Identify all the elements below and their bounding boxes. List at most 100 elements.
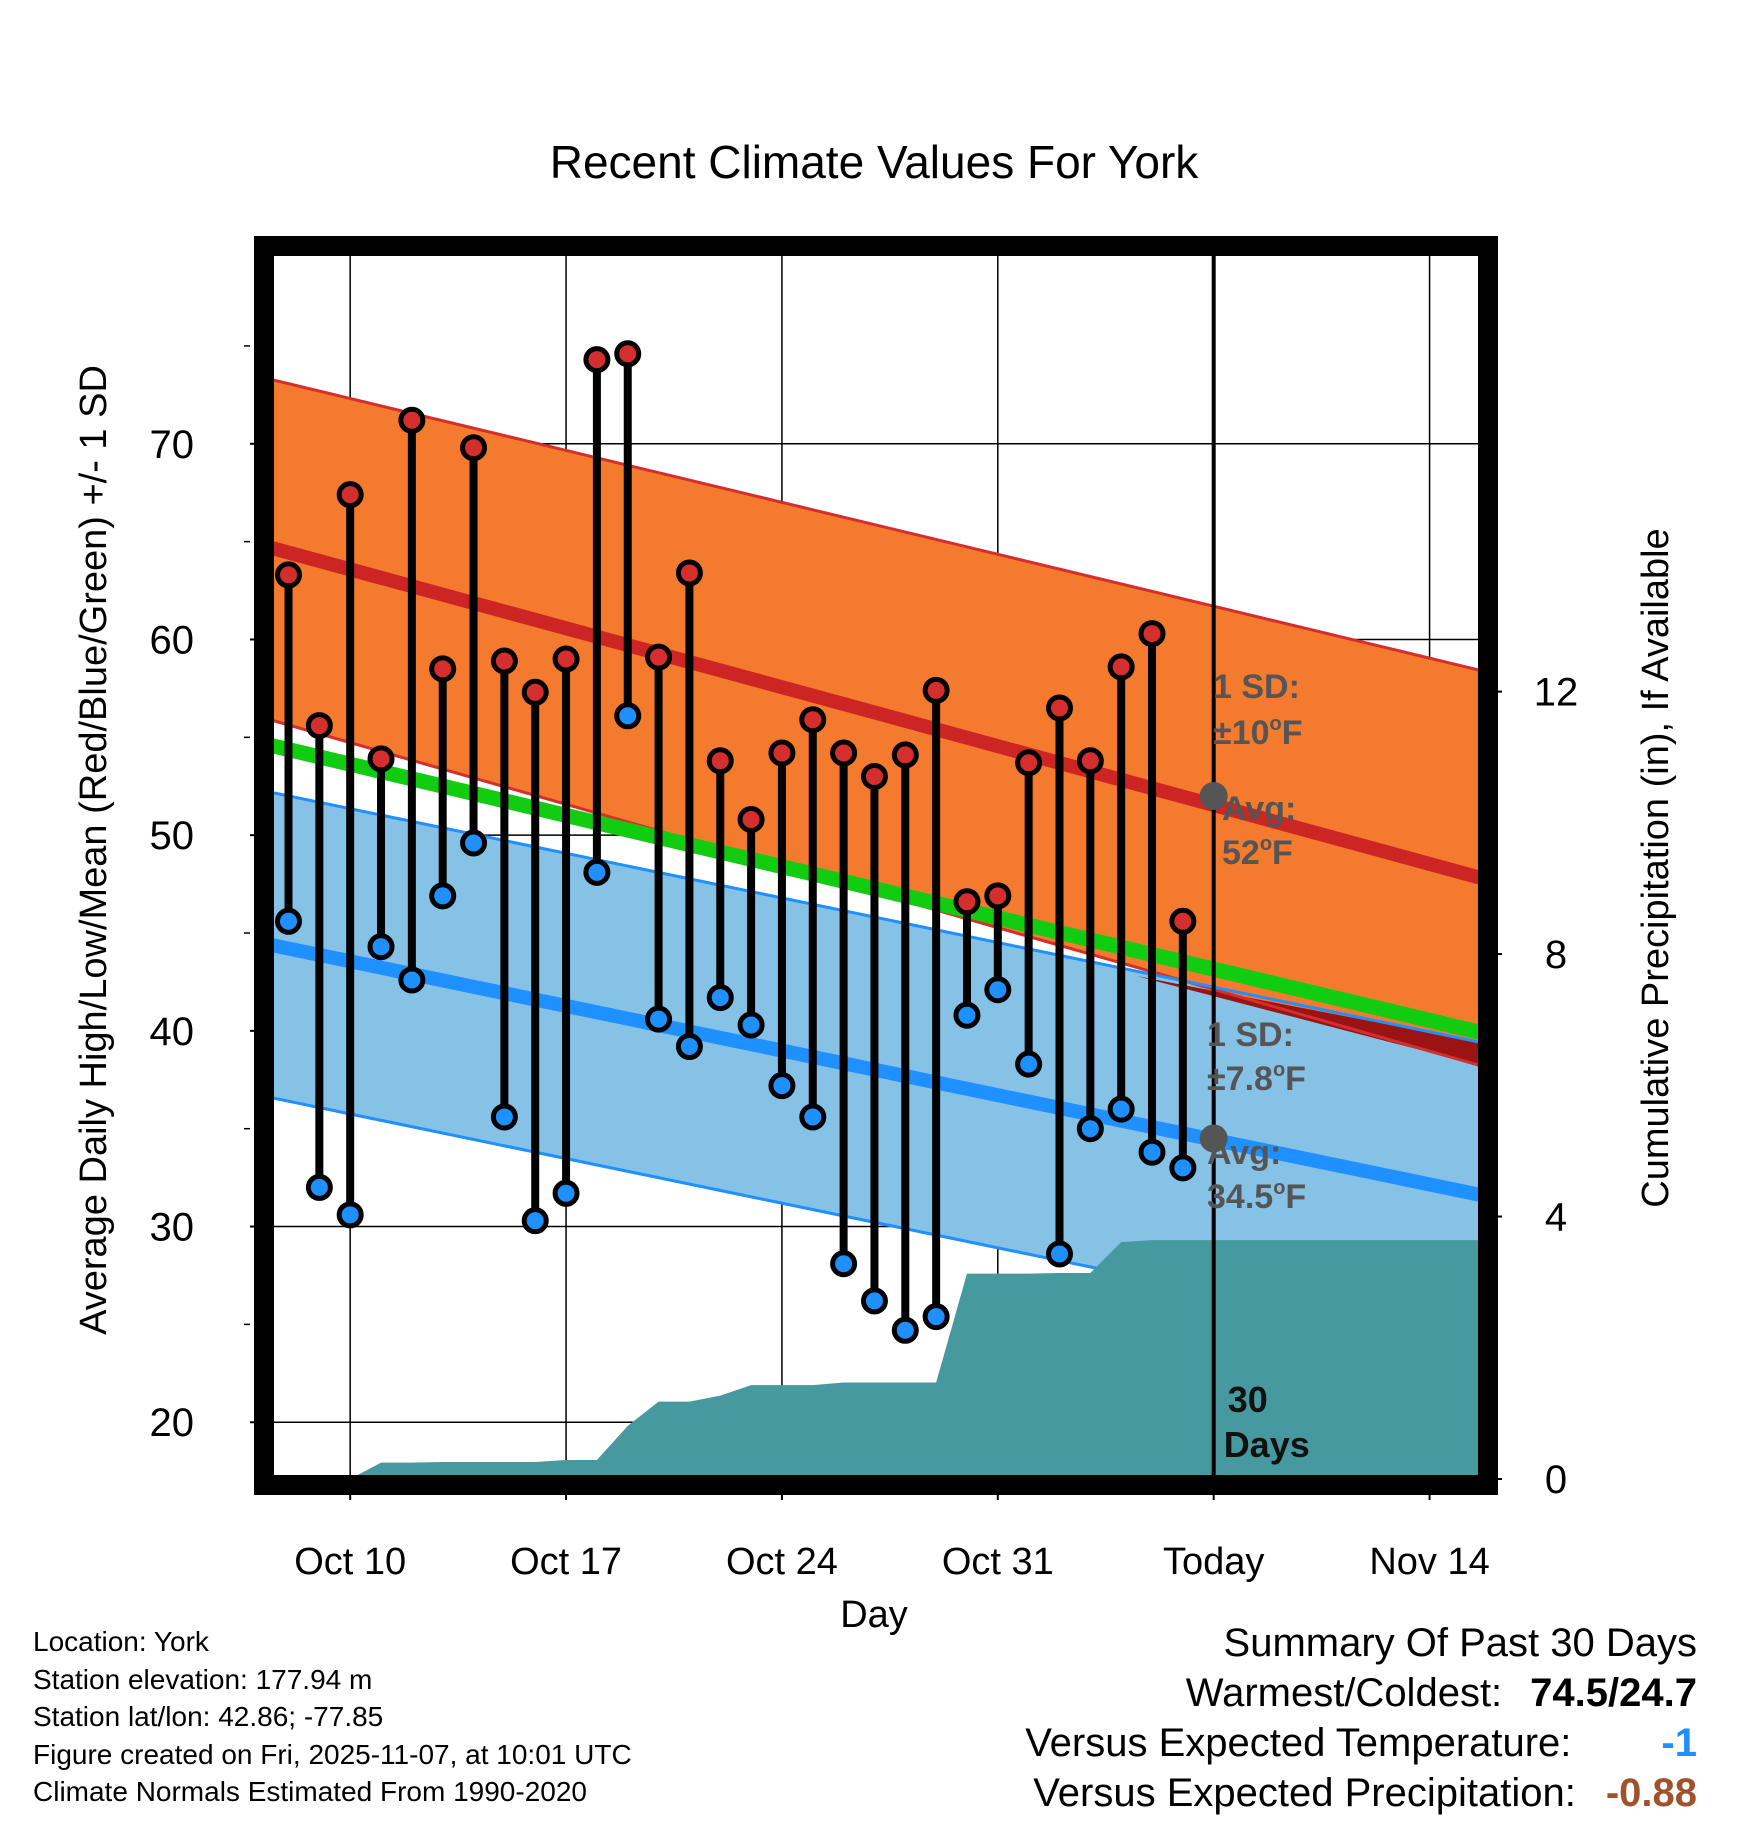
band-overlap bbox=[1136, 976, 1482, 1067]
high-point bbox=[891, 741, 919, 769]
y2-axis-label: Cumulative Precipitation (in), If Availa… bbox=[1635, 528, 1677, 1207]
chart-title: Recent Climate Values For York bbox=[550, 136, 1200, 188]
station-info: Location: York Station elevation: 177.94… bbox=[33, 1623, 632, 1811]
low-point bbox=[1138, 1138, 1166, 1166]
precip-area bbox=[270, 1240, 1482, 1479]
temp-departure-row: Versus Expected Temperature: -1 bbox=[1025, 1718, 1697, 1768]
high-point bbox=[460, 434, 488, 462]
precip-departure-row: Versus Expected Precipitation: -0.88 bbox=[1025, 1768, 1697, 1818]
y-axis-label: Average Daily High/Low/Mean (Red/Blue/Gr… bbox=[73, 365, 115, 1335]
elevation-text: Station elevation: 177.94 m bbox=[33, 1663, 373, 1695]
low-point bbox=[614, 702, 642, 730]
high-point bbox=[1169, 907, 1197, 935]
low-point bbox=[305, 1173, 333, 1201]
low-avg-value-value: 34.5 bbox=[1207, 1178, 1273, 1216]
low-point bbox=[1045, 1240, 1073, 1268]
low-avg-value-degree: o bbox=[1273, 1177, 1285, 1199]
y-tick-label: 20 bbox=[150, 1401, 195, 1445]
high-point bbox=[675, 559, 703, 587]
low-sd-value-unit: F bbox=[1285, 1060, 1306, 1098]
low-point bbox=[706, 984, 734, 1012]
y-tick-label: 50 bbox=[150, 814, 195, 858]
y-tick-label: 60 bbox=[150, 618, 195, 662]
high-point bbox=[706, 747, 734, 775]
high-point bbox=[1015, 749, 1043, 777]
high-point bbox=[367, 745, 395, 773]
low-point bbox=[460, 829, 488, 857]
low-avg-marker bbox=[1199, 1124, 1228, 1153]
high-point bbox=[583, 346, 611, 374]
high-point bbox=[737, 806, 765, 834]
low-point bbox=[583, 858, 611, 886]
x-tick-label: Today bbox=[1163, 1541, 1264, 1583]
y2-tick-label: 4 bbox=[1545, 1196, 1567, 1240]
y2-tick-label: 8 bbox=[1545, 933, 1567, 977]
low-point bbox=[768, 1072, 796, 1100]
axes: 20 30 40 50 60 70 0 4 8 12 Oct 10 Oct 17 Oct 24 Oct 3… bbox=[150, 345, 1579, 1583]
high-point bbox=[429, 655, 457, 683]
location-text: Location: York bbox=[33, 1626, 209, 1657]
low-avg-label: Avg: bbox=[1207, 1134, 1281, 1172]
high-point bbox=[1107, 653, 1135, 681]
high-point bbox=[768, 739, 796, 767]
x-tick-label: Oct 24 bbox=[726, 1541, 838, 1583]
temp-departure-label: Versus Expected Temperature: bbox=[1025, 1721, 1572, 1765]
high-point bbox=[521, 678, 549, 706]
high-point bbox=[984, 882, 1012, 910]
high-point bbox=[398, 406, 426, 434]
high-point bbox=[922, 676, 950, 704]
latlon-text: Station lat/lon: 42.86; -77.85 bbox=[33, 1701, 384, 1732]
high-point bbox=[1076, 747, 1104, 775]
low-sd-label: 1 SD: bbox=[1207, 1016, 1294, 1054]
high-point bbox=[799, 706, 827, 734]
x-tick-label: Oct 17 bbox=[510, 1541, 622, 1583]
summary-panel: Summary Of Past 30 Days Warmest/Coldest:… bbox=[1025, 1618, 1697, 1818]
low-sd-value: ±7.8oF bbox=[1207, 1059, 1306, 1098]
high-sd-label: 1 SD: bbox=[1213, 668, 1300, 706]
y-tick-label: 70 bbox=[150, 423, 195, 467]
low-point bbox=[799, 1103, 827, 1131]
low-point bbox=[275, 907, 303, 935]
high-avg-value: 52oF bbox=[1222, 833, 1293, 872]
precip-departure-value: -0.88 bbox=[1605, 1771, 1697, 1815]
y-tick-label: 40 bbox=[150, 1010, 195, 1054]
precip-departure-label: Versus Expected Precipitation: bbox=[1033, 1771, 1576, 1815]
low-point bbox=[1015, 1050, 1043, 1078]
high-point bbox=[1045, 694, 1073, 722]
y2-tick-label: 12 bbox=[1534, 671, 1579, 715]
low-point bbox=[552, 1179, 580, 1207]
high-avg-marker bbox=[1199, 782, 1228, 811]
plot-border bbox=[254, 236, 1498, 1495]
warmest-coldest-row: Warmest/Coldest: 74.5/24.7 bbox=[1025, 1668, 1697, 1718]
x-tick-label: Oct 31 bbox=[942, 1541, 1054, 1583]
low-avg-value: 34.5oF bbox=[1207, 1177, 1306, 1216]
normal-annotations: 30 Days 1 SD: ±10oF Avg: 52oF 1 SD: ±7.8oF Avg: 3… bbox=[1199, 252, 1310, 1479]
high-sd-value-unit: F bbox=[1282, 714, 1303, 752]
high-point bbox=[490, 647, 518, 675]
low-point bbox=[1169, 1154, 1197, 1182]
daily-points bbox=[275, 340, 1197, 1344]
normals-text: Climate Normals Estimated From 1990-2020 bbox=[33, 1776, 587, 1807]
high-avg-label: Avg: bbox=[1222, 790, 1296, 828]
today-days-word: Days bbox=[1224, 1424, 1310, 1465]
y-tick-label: 30 bbox=[150, 1206, 195, 1250]
high-point bbox=[1138, 620, 1166, 648]
high-upper-line bbox=[270, 377, 1482, 673]
low-point bbox=[737, 1011, 765, 1039]
low-point bbox=[645, 1005, 673, 1033]
low-point bbox=[830, 1250, 858, 1278]
high-sd-value: ±10oF bbox=[1213, 713, 1302, 752]
warmest-coldest-value: 74.5/24.7 bbox=[1530, 1671, 1697, 1715]
high-avg-value-degree: o bbox=[1260, 833, 1272, 855]
high-sd-value-degree: o bbox=[1269, 713, 1281, 735]
daily-range-stems bbox=[284, 353, 1187, 1331]
temp-departure-value: -1 bbox=[1661, 1721, 1697, 1765]
created-text: Figure created on Fri, 2025-11-07, at 10… bbox=[33, 1738, 632, 1770]
high-point bbox=[614, 340, 642, 368]
plot-frame bbox=[254, 236, 1498, 1495]
low-point bbox=[891, 1316, 919, 1344]
low-point bbox=[490, 1103, 518, 1131]
high-point bbox=[336, 481, 364, 509]
today-days-number: 30 bbox=[1228, 1379, 1268, 1420]
